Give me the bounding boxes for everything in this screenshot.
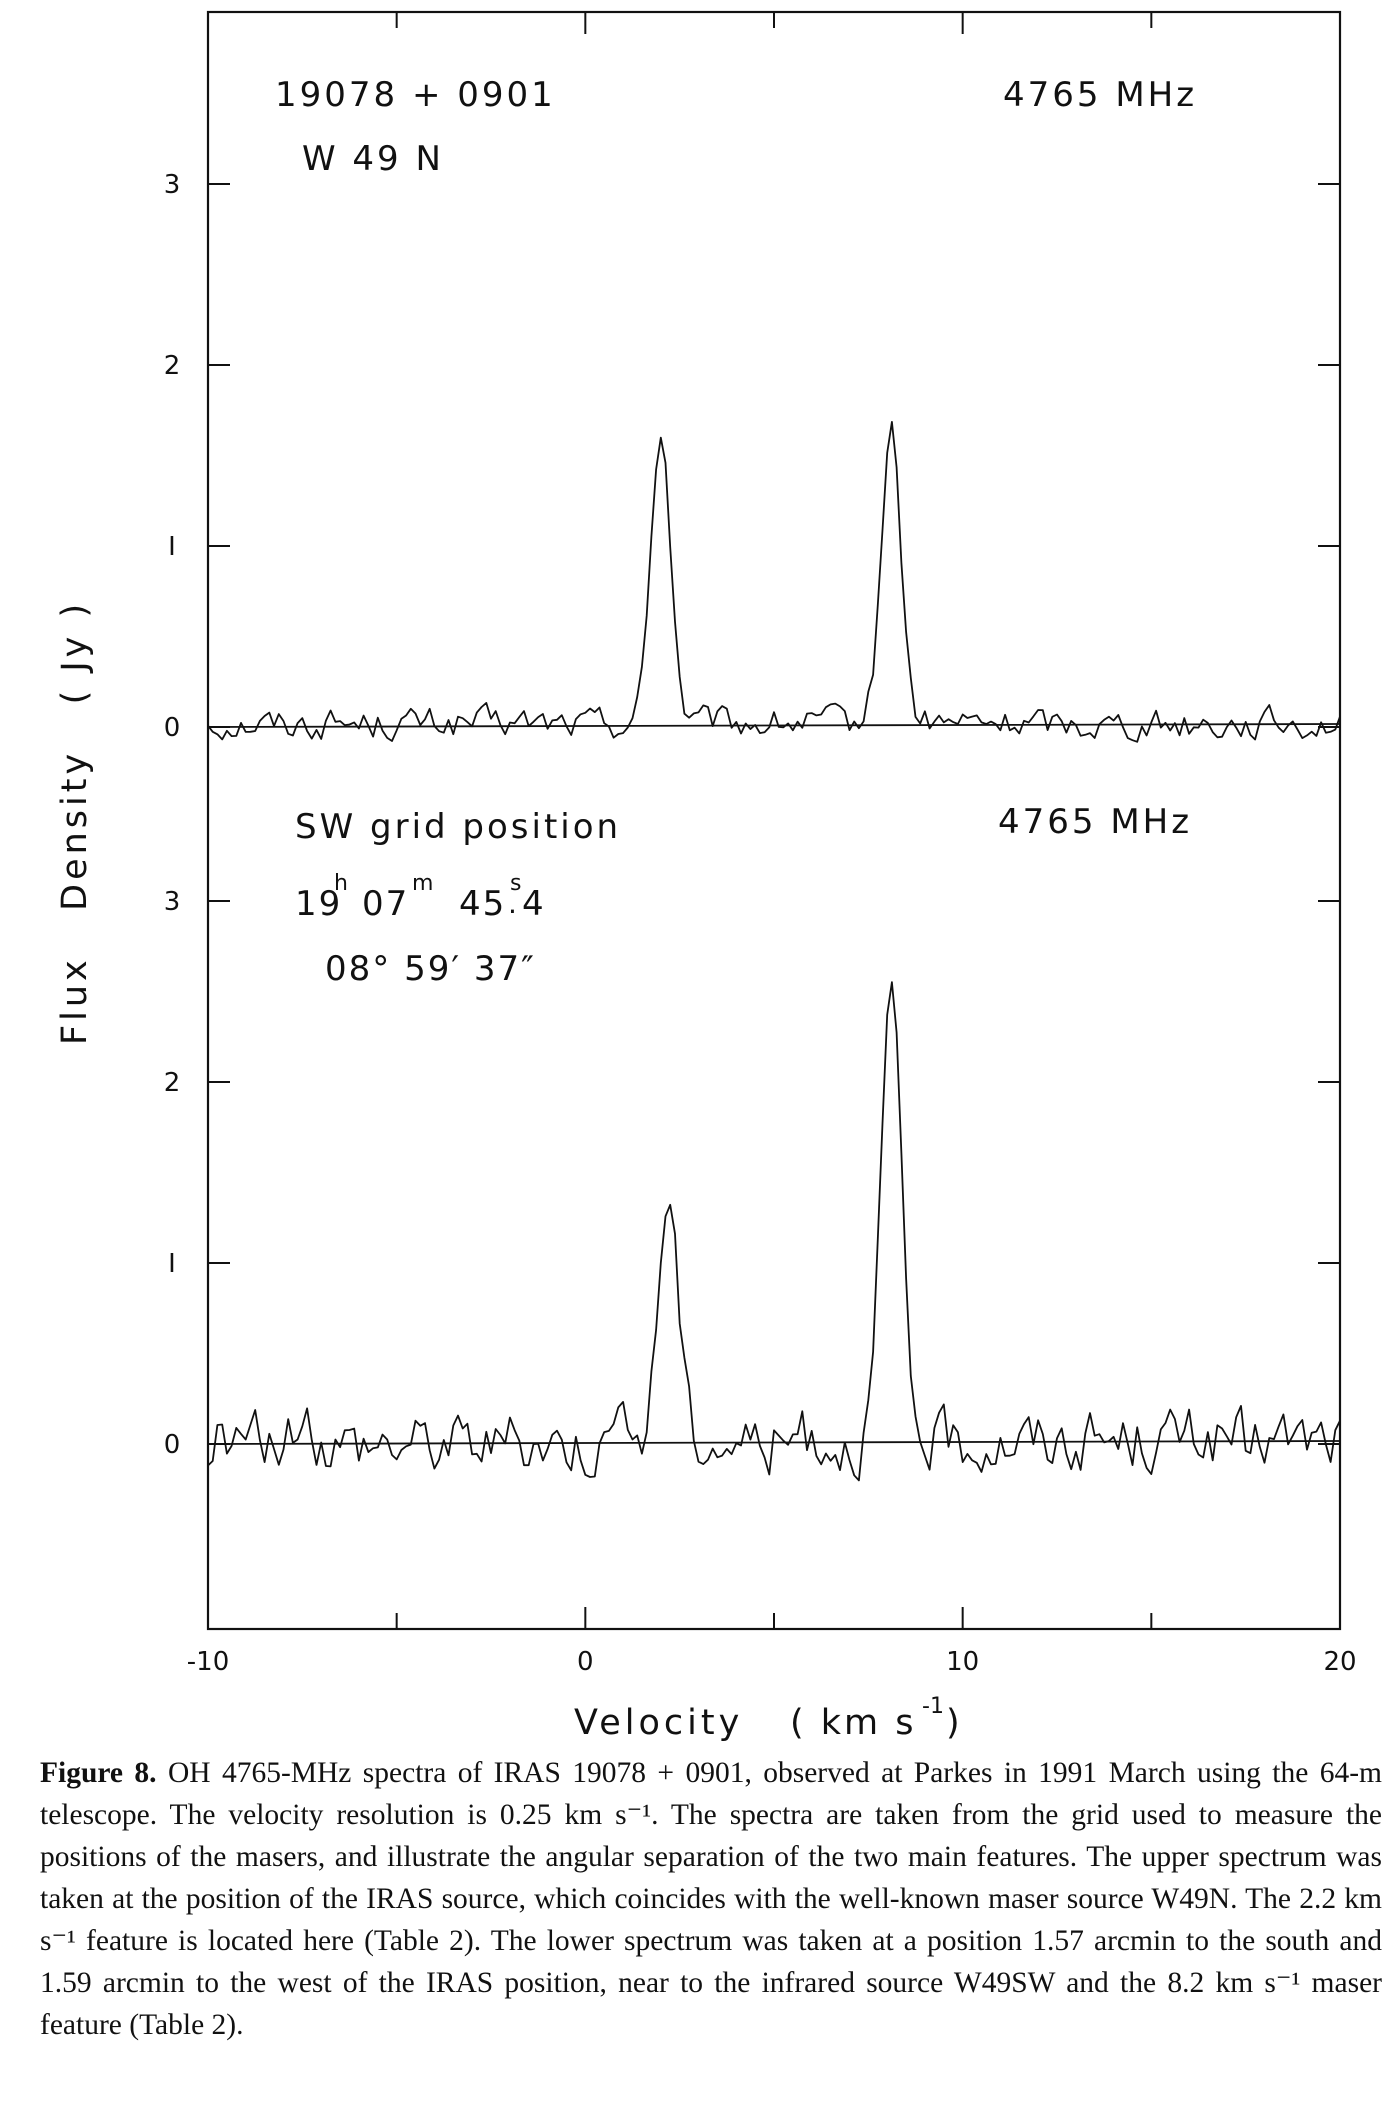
x-axis-unit: ( km s [790,1703,917,1743]
upper-name-label: W 49 N [302,139,444,179]
y-tick-label: 0 [164,1430,181,1460]
upper-spectrum-line [207,421,1341,743]
lower-dec-label: 08° 59′ 37″ [325,949,536,989]
upper-source-label: 19078 + 0901 [275,75,556,115]
lower-spectrum-line [207,981,1341,1482]
upper-spectrum-panel [207,421,1341,743]
ra-minutes-unit: m [412,871,433,896]
ra-seconds-fraction: 4 [522,884,544,924]
ra-seconds-point: . [508,887,517,920]
x-axis-label: Velocity [574,1703,743,1743]
spectrum-figure: 19078 + 0901 W 49 N 4765 MHz SW grid pos… [55,10,1357,1743]
y-tick-label: I [168,1249,176,1279]
x-tick-label: 10 [946,1647,979,1677]
lower-spectrum-panel [207,981,1341,1482]
x-axis-unit-exponent: -1 [922,1694,944,1719]
lower-frequency-label: 4765 MHz [998,802,1192,842]
y-tick-label: 3 [164,887,181,917]
caption-text: OH 4765-MHz spectra of IRAS 19078 + 0901… [40,1757,1382,2041]
lower-baseline [207,1440,1341,1445]
upper-baseline [207,723,1341,728]
ra-minutes: 07 [362,884,409,924]
y-tick-label: 3 [164,170,181,200]
y-tick-label: 2 [164,351,181,381]
x-tick-label: 20 [1323,1647,1356,1677]
ra-seconds: 45 [459,884,506,924]
ra-hours-unit: h [334,871,348,896]
y-axis-label: Flux Density ( Jy ) [55,600,95,1045]
y-tick-label: I [168,532,176,562]
ra-seconds-unit: s [510,871,521,896]
caption-label: Figure 8. [40,1757,157,1789]
figure-caption: Figure 8. OH 4765-MHz spectra of IRAS 19… [40,1752,1382,2046]
x-axis-unit-close: ) [946,1703,960,1743]
lower-title-label: SW grid position [295,807,621,847]
x-tick-label: 0 [577,1647,594,1677]
y-tick-label: 0 [164,713,181,743]
ra-hours: 19 [295,884,342,924]
x-axis-title: Velocity ( km s -1 ) [574,1694,960,1743]
x-tick-label: -10 [187,1647,229,1677]
upper-frequency-label: 4765 MHz [1003,75,1197,115]
lower-ra-label: 19 h 07 m 45 s . 4 [295,871,544,924]
axis-ticks: -10 0 10 20 0 I 2 3 0 I 2 3 [164,12,1357,1677]
y-tick-label: 2 [164,1068,181,1098]
